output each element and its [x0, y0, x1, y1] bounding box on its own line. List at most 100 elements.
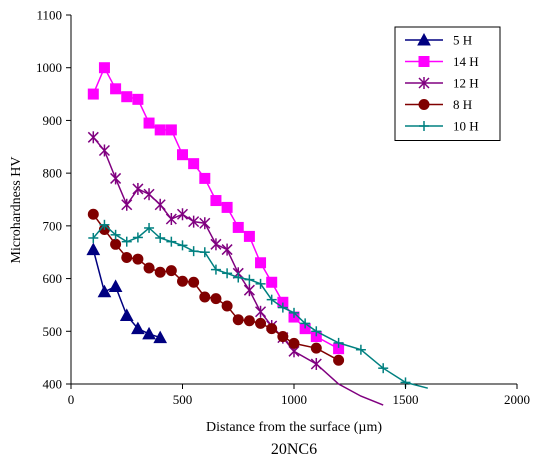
data-point: [154, 124, 166, 136]
x-tick-label: 500: [173, 392, 193, 407]
legend-marker: [418, 77, 430, 89]
legend-marker: [418, 99, 430, 110]
data-point: [188, 215, 200, 228]
data-point: [310, 357, 322, 370]
data-point: [210, 195, 222, 207]
data-point: [87, 208, 99, 220]
data-point: [199, 217, 211, 230]
data-point: [121, 236, 132, 247]
data-point: [289, 307, 299, 318]
y-tick-label: 1000: [36, 60, 62, 75]
data-point: [266, 294, 277, 305]
data-point: [110, 238, 122, 250]
data-point: [199, 172, 211, 184]
series-14h: [87, 62, 345, 355]
y-tick-label: 900: [43, 113, 63, 128]
series-12h: [87, 131, 384, 406]
data-point: [176, 208, 189, 221]
data-point: [99, 219, 110, 230]
data-point: [243, 315, 255, 327]
data-point: [300, 318, 311, 329]
series-10h: [88, 219, 428, 389]
data-point: [222, 268, 233, 279]
y-tick-label: 1100: [36, 8, 62, 23]
data-point: [277, 302, 288, 313]
legend-item: 8 H: [405, 97, 472, 112]
data-point: [266, 323, 278, 335]
data-point: [153, 330, 168, 344]
data-point: [266, 276, 278, 288]
data-point: [288, 337, 300, 349]
data-point: [143, 188, 155, 201]
data-point: [210, 238, 222, 251]
data-point: [87, 131, 99, 144]
data-point: [144, 222, 155, 233]
data-point: [131, 321, 145, 335]
data-point: [143, 262, 155, 274]
data-point: [333, 337, 344, 348]
data-point: [108, 279, 123, 292]
y-tick-label: 500: [43, 324, 63, 339]
data-point: [165, 124, 177, 136]
series-layer: [86, 62, 428, 406]
x-tick-label: 2000: [504, 392, 530, 407]
data-point: [121, 251, 133, 263]
legend-item: 10 H: [405, 119, 479, 134]
data-point: [166, 236, 177, 247]
data-point: [255, 257, 267, 269]
data-point: [310, 342, 322, 354]
data-point: [177, 240, 188, 251]
legend-marker: [417, 32, 431, 46]
x-tick-label: 1000: [281, 392, 307, 407]
data-point: [199, 247, 210, 258]
data-point: [143, 117, 155, 129]
chart-caption: 20NC6: [271, 441, 317, 458]
legend-label: 10 H: [453, 119, 479, 134]
data-point: [243, 284, 255, 297]
data-point: [210, 264, 221, 275]
series-8h: [87, 208, 345, 366]
data-point: [132, 182, 144, 195]
y-tick-label: 400: [43, 377, 63, 392]
data-point: [121, 91, 133, 103]
legend: 5 H 14 H 12 H 8 H 10 H: [394, 26, 501, 141]
y-tick-label: 800: [43, 166, 63, 181]
data-point: [87, 88, 99, 100]
data-point: [132, 93, 144, 105]
data-point: [132, 232, 143, 243]
y-tick-label: 600: [43, 271, 63, 286]
y-tick-label: 700: [43, 218, 63, 233]
series-line: [92, 223, 428, 389]
data-point: [86, 242, 101, 256]
data-point: [132, 253, 144, 265]
data-point: [97, 284, 112, 298]
legend-label: 8 H: [453, 97, 472, 112]
data-point: [232, 314, 244, 326]
data-point: [355, 344, 366, 355]
data-point: [210, 293, 222, 305]
data-point: [221, 243, 233, 256]
legend-marker: [419, 121, 429, 131]
data-point: [221, 300, 233, 312]
data-point: [243, 230, 255, 242]
x-tick-label: 0: [68, 392, 75, 407]
data-point: [98, 62, 110, 74]
y-axis-label: Microhardness HV: [9, 157, 24, 264]
data-point: [121, 198, 133, 211]
data-point: [155, 232, 166, 243]
data-point: [177, 149, 188, 161]
data-point: [244, 274, 255, 285]
data-point: [333, 354, 345, 366]
data-point: [255, 317, 267, 329]
data-point: [188, 158, 200, 170]
legend-item: 5 H: [405, 33, 472, 48]
legend-marker: [418, 56, 430, 67]
data-point: [119, 308, 134, 321]
data-point: [221, 201, 233, 213]
legend-label: 12 H: [453, 76, 479, 91]
x-tick-label: 1500: [393, 392, 419, 407]
data-point: [188, 276, 200, 288]
data-point: [188, 246, 199, 257]
legend-label: 5 H: [453, 33, 472, 48]
data-point: [110, 172, 122, 185]
